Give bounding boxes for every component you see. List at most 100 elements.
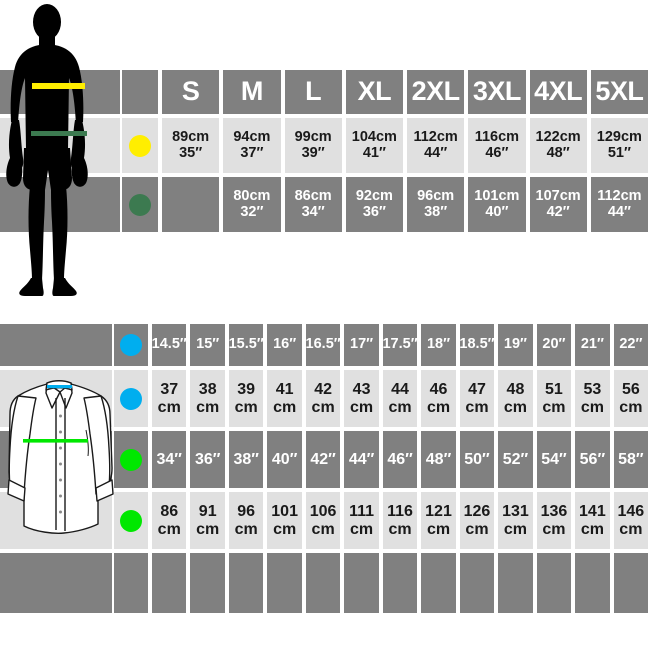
value-inch: 32″: [240, 203, 264, 220]
value-inch: 40″: [271, 450, 298, 468]
value-inch: 50″: [464, 450, 490, 468]
size-label: 18.5″: [459, 336, 495, 353]
value-inch: 46″: [485, 144, 509, 161]
value-inch: 42″: [546, 203, 570, 220]
table-cell: 34″: [150, 429, 189, 490]
value-cm: 107cm: [535, 187, 581, 204]
table-cell: 94cm 37″: [221, 116, 283, 175]
value-inch: 44″: [348, 450, 375, 468]
value-cm: 92cm: [355, 187, 393, 204]
green-dot-icon: [120, 509, 142, 532]
table-cell: 48 cm: [496, 368, 535, 429]
value-number: 131: [502, 503, 529, 521]
cyan-dot-icon: [120, 387, 142, 410]
table-cell: 39 cm: [226, 368, 266, 429]
value-number: 96: [237, 503, 256, 521]
value-inch: 36″: [194, 450, 221, 468]
collar-header-cell: 16.5″: [303, 322, 343, 368]
value-inch: 46″: [387, 450, 413, 468]
size-label: 4XL: [534, 76, 583, 107]
value-number: 46: [429, 381, 448, 399]
table-cell: 46″: [380, 429, 420, 490]
table-cell: 56 cm: [611, 368, 650, 429]
value-number: 141: [579, 503, 606, 521]
table-cell: 58″: [611, 429, 650, 490]
value-unit: cm: [542, 520, 566, 538]
table-cell: 96 cm: [226, 490, 266, 551]
table-cell: 41 cm: [265, 368, 304, 429]
table-cell: 141 cm: [573, 490, 612, 551]
value-unit: cm: [503, 520, 528, 538]
table-cell: 89cm 35″: [160, 116, 222, 175]
value-unit: cm: [388, 398, 412, 416]
table-cell: 52″: [496, 429, 535, 490]
table-cell: 43 cm: [342, 368, 381, 429]
value-cm: 116cm: [474, 128, 520, 145]
table-cell: 40″: [265, 429, 304, 490]
top-size-header-5xl: 5XL: [588, 68, 650, 116]
value-inch: 54″: [541, 450, 567, 468]
table-cell: 122cm 48″: [527, 116, 589, 175]
footer-cell: [573, 551, 612, 615]
top-chart-figure-cell: [0, 68, 120, 116]
footer-cell: [534, 551, 574, 615]
chest-measurement-row: 89cm 35″ 94cm 37″ 99cm 39″ 104cm 41″ 112cm 44…: [0, 116, 650, 175]
table-cell: 51 cm: [534, 368, 574, 429]
value-unit: cm: [426, 520, 451, 538]
value-inch: 58″: [618, 450, 644, 468]
yellow-dot-icon: [129, 134, 151, 157]
mens-body-size-chart: S M L XL 2XL 3XL 4XL 5XL 89cm 35″ 94cm 37″…: [0, 68, 650, 234]
value-number: 47: [468, 381, 486, 399]
value-number: 106: [309, 503, 337, 521]
footer-cell: [226, 551, 266, 615]
value-unit: cm: [465, 520, 489, 538]
collar-header-cell: 16″: [265, 322, 304, 368]
dark-green-dot-icon: [129, 193, 151, 216]
table-cell: 56″: [573, 429, 612, 490]
value-unit: cm: [273, 520, 297, 538]
footer-cell: [496, 551, 535, 615]
waist-measurement-row: 80cm 32″ 86cm 34″ 92cm 36″ 96cm 38″ 101cm 40″…: [0, 175, 650, 234]
value-inch: 38″: [424, 203, 448, 220]
waist-key-cell: [120, 175, 160, 234]
value-cm: 112cm: [413, 128, 458, 145]
size-label: 14.5″: [151, 336, 187, 353]
size-label: 21″: [580, 336, 604, 353]
value-cm: 96cm: [417, 187, 455, 204]
table-cell: 38″: [226, 429, 266, 490]
value-number: 146: [617, 503, 645, 521]
value-cm: 101cm: [474, 187, 520, 204]
chest-cm-key-cell: [112, 490, 150, 551]
table-cell: 86 cm: [150, 490, 189, 551]
table-cell: 101cm 40″: [466, 175, 528, 234]
value-inch: 37″: [240, 144, 264, 161]
value-unit: cm: [311, 398, 335, 416]
footer-cell: [611, 551, 650, 615]
table-cell: 116 cm: [380, 490, 420, 551]
size-label: 17.5″: [382, 336, 418, 353]
value-unit: cm: [542, 398, 566, 416]
value-number: 51: [545, 381, 563, 399]
table-cell: 80cm 32″: [221, 175, 283, 234]
table-cell: 112cm 44″: [405, 116, 467, 175]
bottom-chart-footer-row: [0, 551, 650, 615]
value-inch: 48″: [425, 450, 452, 468]
top-size-header-l: L: [282, 68, 344, 116]
value-number: 111: [349, 503, 375, 521]
value-number: 43: [352, 381, 371, 399]
green-dot-icon: [120, 448, 142, 471]
table-cell: 129cm 51″: [588, 116, 650, 175]
table-cell: 86cm 34″: [282, 175, 344, 234]
value-unit: cm: [426, 398, 451, 416]
table-cell: 126 cm: [457, 490, 497, 551]
value-unit: cm: [350, 520, 374, 538]
chest-inch-row: 34″ 36″ 38″ 40″ 42″ 44″ 46″ 48″ 50″ 52″ …: [0, 429, 650, 490]
value-inch: 48″: [546, 144, 570, 161]
value-number: 126: [463, 503, 491, 521]
table-cell: 47 cm: [457, 368, 497, 429]
value-number: 56: [621, 381, 640, 399]
bottom-chart-figure-cell: [0, 490, 112, 551]
value-inch: 36″: [362, 203, 386, 220]
value-inch: 34″: [156, 450, 182, 468]
value-inch: 44″: [607, 203, 631, 220]
